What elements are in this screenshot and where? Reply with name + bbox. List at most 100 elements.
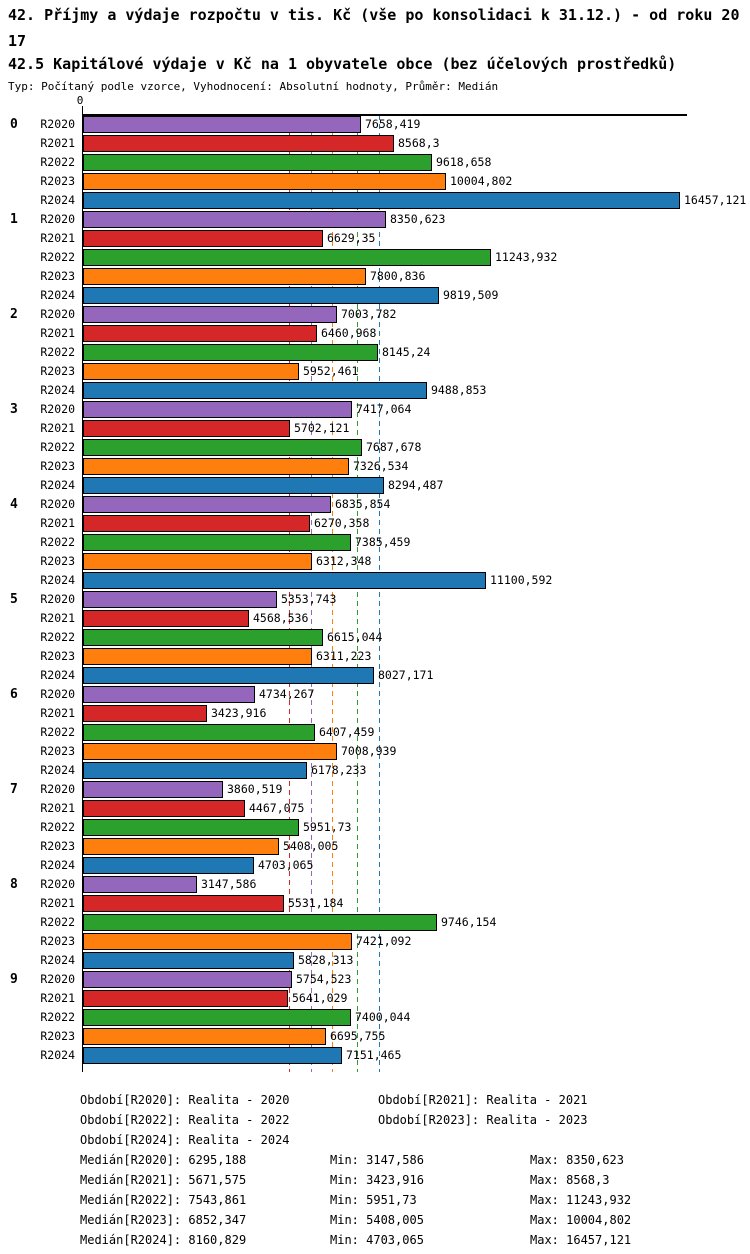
bar-value-label: 7003,782 bbox=[341, 307, 397, 321]
bar-r2023-group-9 bbox=[83, 1028, 326, 1045]
bar-value-label: 4467,075 bbox=[249, 801, 305, 815]
bar-value-label: 5951,73 bbox=[303, 820, 352, 834]
bar-r2020-group-0 bbox=[83, 116, 361, 133]
bar-value-label: 9618,658 bbox=[436, 155, 492, 169]
series-label: R2021 bbox=[40, 801, 75, 815]
bar-value-label: 4703,065 bbox=[258, 858, 314, 872]
bar-value-label: 6695,755 bbox=[330, 1029, 386, 1043]
bar-r2021-group-2 bbox=[83, 325, 317, 342]
bar-r2022-group-8 bbox=[83, 914, 437, 931]
bar-r2023-group-4 bbox=[83, 553, 312, 570]
legend-max-entry: Max: 10004,802 bbox=[530, 1213, 632, 1227]
group-label-8: 8 bbox=[10, 877, 18, 892]
category-axis-line bbox=[81, 106, 83, 1072]
group-label-5: 5 bbox=[10, 592, 18, 607]
bar-value-label: 6270,358 bbox=[314, 516, 370, 530]
bar-r2020-group-3 bbox=[83, 401, 352, 418]
series-label: R2020 bbox=[40, 972, 75, 986]
legend-min-entry: Min: 3147,586 bbox=[330, 1153, 424, 1167]
series-label: R2022 bbox=[40, 630, 75, 644]
legend-median-entry: Medián[R2024]: 8160,829 bbox=[80, 1233, 247, 1247]
bar-r2024-group-1 bbox=[83, 287, 439, 304]
bar-value-label: 5531,184 bbox=[288, 896, 344, 910]
bar-r2021-group-7 bbox=[83, 800, 245, 817]
legend-period-entry: Období[R2024]: Realita - 2024 bbox=[80, 1133, 290, 1147]
bar-r2024-group-7 bbox=[83, 857, 254, 874]
bar-value-label: 7421,092 bbox=[356, 934, 412, 948]
bar-value-label: 6311,223 bbox=[316, 649, 372, 663]
bar-r2023-group-2 bbox=[83, 363, 299, 380]
median-line-r2022 bbox=[356, 115, 358, 1072]
median-line-r2020 bbox=[311, 115, 313, 1072]
bar-r2023-group-0 bbox=[83, 173, 446, 190]
group-label-6: 6 bbox=[10, 687, 18, 702]
bar-r2020-group-1 bbox=[83, 211, 386, 228]
bar-value-label: 3423,916 bbox=[211, 706, 267, 720]
series-label: R2022 bbox=[40, 915, 75, 929]
bar-value-label: 7008,939 bbox=[341, 744, 397, 758]
bar-value-label: 4568,536 bbox=[253, 611, 309, 625]
value-axis-zero-label: 0 bbox=[76, 94, 84, 107]
bar-r2020-group-7 bbox=[83, 781, 223, 798]
group-label-3: 3 bbox=[10, 402, 18, 417]
bar-value-label: 8568,3 bbox=[398, 136, 440, 150]
bar-r2024-group-3 bbox=[83, 477, 384, 494]
series-label: R2022 bbox=[40, 440, 75, 454]
bar-value-label: 6615,044 bbox=[327, 630, 383, 644]
series-label: R2023 bbox=[40, 934, 75, 948]
series-label: R2020 bbox=[40, 592, 75, 606]
legend-period-entry: Období[R2023]: Realita - 2023 bbox=[378, 1113, 588, 1127]
bar-r2024-group-4 bbox=[83, 572, 486, 589]
bar-r2021-group-1 bbox=[83, 230, 323, 247]
legend-median-entry: Medián[R2021]: 5671,575 bbox=[80, 1173, 247, 1187]
series-label: R2024 bbox=[40, 478, 75, 492]
bar-r2024-group-9 bbox=[83, 1047, 342, 1064]
legend-min-entry: Min: 3423,916 bbox=[330, 1173, 424, 1187]
legend-median-entry: Medián[R2022]: 7543,861 bbox=[80, 1193, 247, 1207]
series-label: R2023 bbox=[40, 839, 75, 853]
bar-value-label: 16457,121 bbox=[684, 193, 747, 207]
series-label: R2022 bbox=[40, 535, 75, 549]
bar-r2022-group-4 bbox=[83, 534, 351, 551]
bar-r2020-group-5 bbox=[83, 591, 277, 608]
bar-r2024-group-2 bbox=[83, 382, 427, 399]
series-label: R2021 bbox=[40, 136, 75, 150]
bar-r2021-group-9 bbox=[83, 990, 288, 1007]
bar-value-label: 10004,802 bbox=[450, 174, 513, 188]
bar-r2020-group-2 bbox=[83, 306, 337, 323]
group-label-0: 0 bbox=[10, 117, 18, 132]
series-label: R2021 bbox=[40, 991, 75, 1005]
bar-value-label: 6407,459 bbox=[319, 725, 375, 739]
bar-value-label: 8027,171 bbox=[378, 668, 434, 682]
bar-value-label: 5828,313 bbox=[298, 953, 354, 967]
series-label: R2020 bbox=[40, 212, 75, 226]
series-label: R2021 bbox=[40, 231, 75, 245]
bar-r2020-group-4 bbox=[83, 496, 331, 513]
bar-value-label: 6629,35 bbox=[327, 231, 376, 245]
series-label: R2020 bbox=[40, 687, 75, 701]
legend-max-entry: Max: 16457,121 bbox=[530, 1233, 632, 1247]
series-label: R2024 bbox=[40, 193, 75, 207]
series-label: R2024 bbox=[40, 573, 75, 587]
series-label: R2020 bbox=[40, 402, 75, 416]
bar-value-label: 6460,968 bbox=[321, 326, 377, 340]
series-label: R2023 bbox=[40, 364, 75, 378]
bar-value-label: 5408,005 bbox=[283, 839, 339, 853]
series-label: R2021 bbox=[40, 896, 75, 910]
series-label: R2024 bbox=[40, 383, 75, 397]
bar-r2020-group-8 bbox=[83, 876, 197, 893]
bar-value-label: 5641,029 bbox=[292, 991, 348, 1005]
legend-period-entry: Období[R2022]: Realita - 2022 bbox=[80, 1113, 290, 1127]
series-label: R2023 bbox=[40, 554, 75, 568]
legend-max-entry: Max: 8350,623 bbox=[530, 1153, 624, 1167]
bar-r2024-group-5 bbox=[83, 667, 374, 684]
series-label: R2021 bbox=[40, 516, 75, 530]
series-label: R2021 bbox=[40, 706, 75, 720]
bar-value-label: 8294,487 bbox=[388, 478, 444, 492]
bar-value-label: 4734,267 bbox=[259, 687, 315, 701]
bar-r2024-group-8 bbox=[83, 952, 294, 969]
series-label: R2023 bbox=[40, 744, 75, 758]
series-label: R2022 bbox=[40, 725, 75, 739]
bar-value-label: 5702,121 bbox=[294, 421, 350, 435]
